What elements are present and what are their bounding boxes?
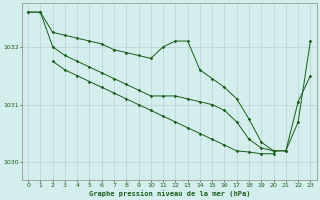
X-axis label: Graphe pression niveau de la mer (hPa): Graphe pression niveau de la mer (hPa) bbox=[89, 190, 250, 197]
